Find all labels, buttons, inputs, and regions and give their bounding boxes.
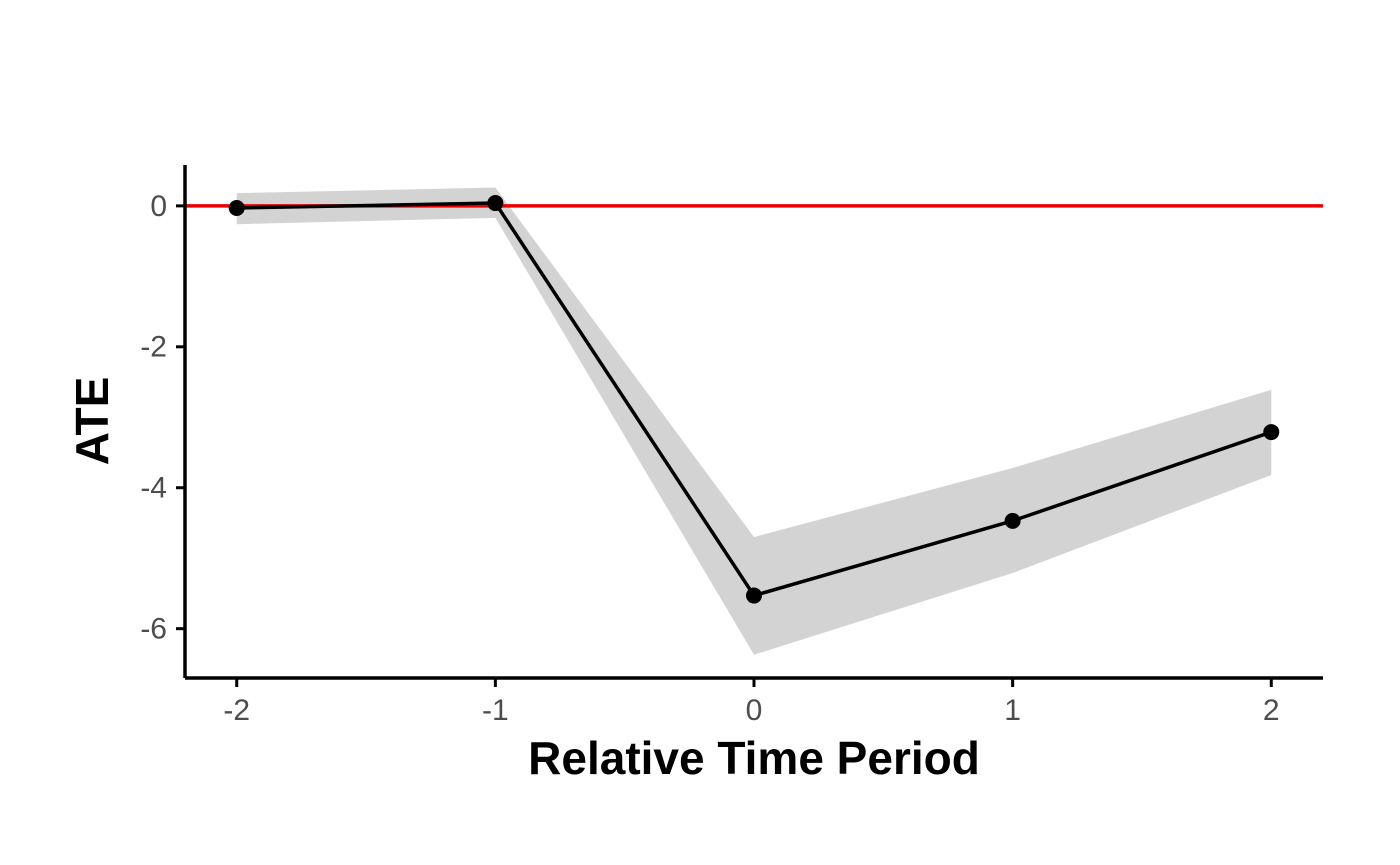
- x-tick-label: -1: [482, 694, 509, 727]
- line: [236, 201, 1272, 598]
- y-tick-label: -6: [140, 613, 167, 646]
- x-tick-label: 2: [1263, 694, 1280, 727]
- point: [228, 199, 245, 216]
- y-tick-label: 0: [150, 190, 167, 223]
- point: [746, 587, 762, 604]
- y-axis-title: ATE: [66, 377, 118, 466]
- point: [1004, 512, 1021, 529]
- x-tick-label: 1: [1004, 694, 1021, 727]
- confidence-band: [236, 187, 1272, 655]
- x-axis-title: Relative Time Period: [528, 732, 980, 784]
- y-tick-label: -2: [140, 331, 167, 364]
- point: [487, 195, 504, 212]
- x-tick-label: -2: [223, 694, 250, 727]
- point: [1263, 424, 1280, 441]
- y-tick-label: -4: [140, 472, 167, 505]
- x-tick-label: 0: [746, 694, 763, 727]
